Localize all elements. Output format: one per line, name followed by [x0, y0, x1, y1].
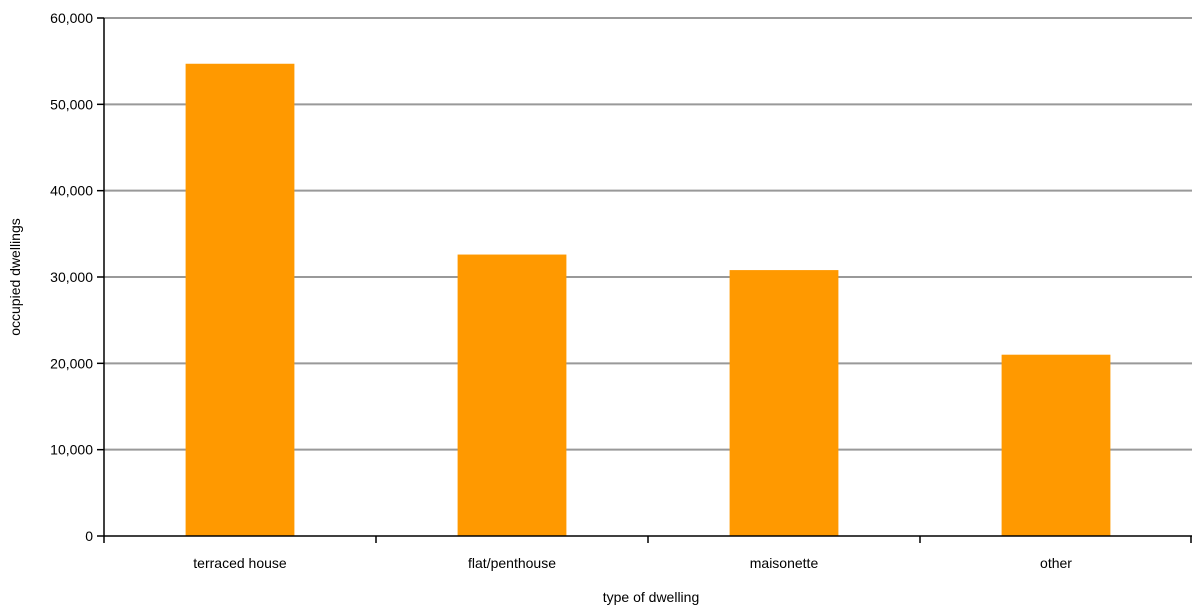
x-tick-label: flat/penthouse — [468, 555, 556, 571]
bars — [185, 63, 1111, 537]
y-tick-label: 40,000 — [50, 183, 93, 199]
y-tick-labels: 0 10,000 20,000 30,000 40,000 50,000 60,000 — [50, 10, 93, 544]
bar-terraced-house — [185, 63, 295, 537]
bar-other — [1001, 354, 1111, 536]
x-tick-labels: terraced house flat/penthouse maisonette ot… — [193, 555, 1072, 571]
y-tick-label: 50,000 — [50, 96, 93, 112]
bar-flat-penthouse — [457, 254, 567, 536]
y-tick-label: 10,000 — [50, 442, 93, 458]
x-tick-label: other — [1040, 555, 1072, 571]
x-tick-label: maisonette — [750, 555, 819, 571]
y-tick-label: 30,000 — [50, 269, 93, 285]
y-tick-label: 20,000 — [50, 355, 93, 371]
bar-maisonette — [729, 270, 839, 536]
axes — [97, 17, 1192, 543]
y-tick-label: 60,000 — [50, 10, 93, 26]
y-tick-label: 0 — [85, 528, 93, 544]
x-axis-label: type of dwelling — [603, 589, 700, 605]
y-axis-label: occupied dwellings — [7, 218, 23, 336]
x-tick-label: terraced house — [193, 555, 287, 571]
